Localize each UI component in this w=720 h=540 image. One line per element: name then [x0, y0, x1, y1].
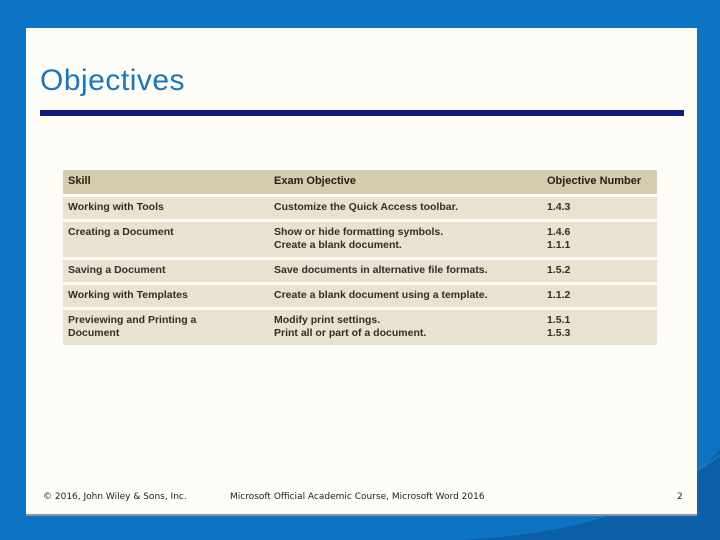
footer-copyright: © 2016, John Wiley & Sons, Inc.	[43, 492, 187, 502]
objective-number-cell: 1.1.2	[526, 285, 657, 307]
skill-cell: Creating a Document	[68, 226, 174, 238]
objective-number-line: 1.1.1	[547, 239, 571, 251]
table-body: Working with Tools Customize the Quick Ac…	[63, 197, 657, 345]
skill-cell: Saving a Document	[68, 264, 166, 276]
objectives-table: Skill Exam Objective Objective Number Wo…	[63, 170, 657, 348]
table-header-exam-objective: Exam Objective	[274, 175, 356, 187]
objective-number-line: 1.5.2	[547, 264, 571, 276]
skill-cell: Previewing and Printing a Document	[68, 314, 197, 339]
table-row: Saving a Document Save documents in alter…	[63, 260, 657, 282]
objective-number-line: 1.4.6	[547, 226, 571, 238]
skill-cell: Working with Templates	[68, 289, 188, 301]
exam-objective-cell: Create a blank document using a template…	[254, 285, 526, 307]
page-title: Objectives	[40, 64, 186, 97]
objective-number-line: 1.5.1	[547, 314, 571, 326]
objective-number-cell: 1.5.2	[526, 260, 657, 282]
table-row: Working with Templates Create a blank doc…	[63, 285, 657, 307]
table-row: Creating a Document Show or hide formatti…	[63, 222, 657, 257]
exam-objective-line: Create a blank document using a template…	[274, 289, 488, 301]
exam-objective-cell: Customize the Quick Access toolbar.	[254, 197, 526, 219]
objective-number-line: 1.1.2	[547, 289, 571, 301]
table-header-row: Skill Exam Objective Objective Number	[63, 170, 657, 194]
table-row: Previewing and Printing a Document Modify…	[63, 310, 657, 345]
exam-objective-line: Show or hide formatting symbols.	[274, 226, 444, 238]
slide-footer: © 2016, John Wiley & Sons, Inc. Microsof…	[26, 492, 697, 506]
objective-number-line: 1.4.3	[547, 201, 571, 213]
footer-page-number: 2	[677, 492, 683, 502]
exam-objective-line: Modify print settings.	[274, 314, 381, 326]
exam-objective-cell: Modify print settings. Print all or part …	[254, 310, 526, 345]
slide-content-area: Objectives Skill Exam Objective Objectiv…	[26, 28, 697, 514]
skill-cell: Working with Tools	[68, 201, 164, 213]
exam-objective-cell: Save documents in alternative file forma…	[254, 260, 526, 282]
objective-number-cell: 1.4.3	[526, 197, 657, 219]
exam-objective-line: Customize the Quick Access toolbar.	[274, 201, 458, 213]
exam-objective-line: Print all or part of a document.	[274, 327, 427, 339]
footer-course-title: Microsoft Official Academic Course, Micr…	[230, 492, 485, 502]
table-header-skill: Skill	[68, 175, 91, 187]
objective-number-cell: 1.4.6 1.1.1	[526, 222, 657, 257]
exam-objective-line: Save documents in alternative file forma…	[274, 264, 488, 276]
exam-objective-line: Create a blank document.	[274, 239, 402, 251]
table-header-objective-number: Objective Number	[547, 175, 642, 187]
title-underline-rule	[40, 110, 684, 116]
objective-number-cell: 1.5.1 1.5.3	[526, 310, 657, 345]
objective-number-line: 1.5.3	[547, 327, 571, 339]
exam-objective-cell: Show or hide formatting symbols. Create a…	[254, 222, 526, 257]
table-row: Working with Tools Customize the Quick Ac…	[63, 197, 657, 219]
